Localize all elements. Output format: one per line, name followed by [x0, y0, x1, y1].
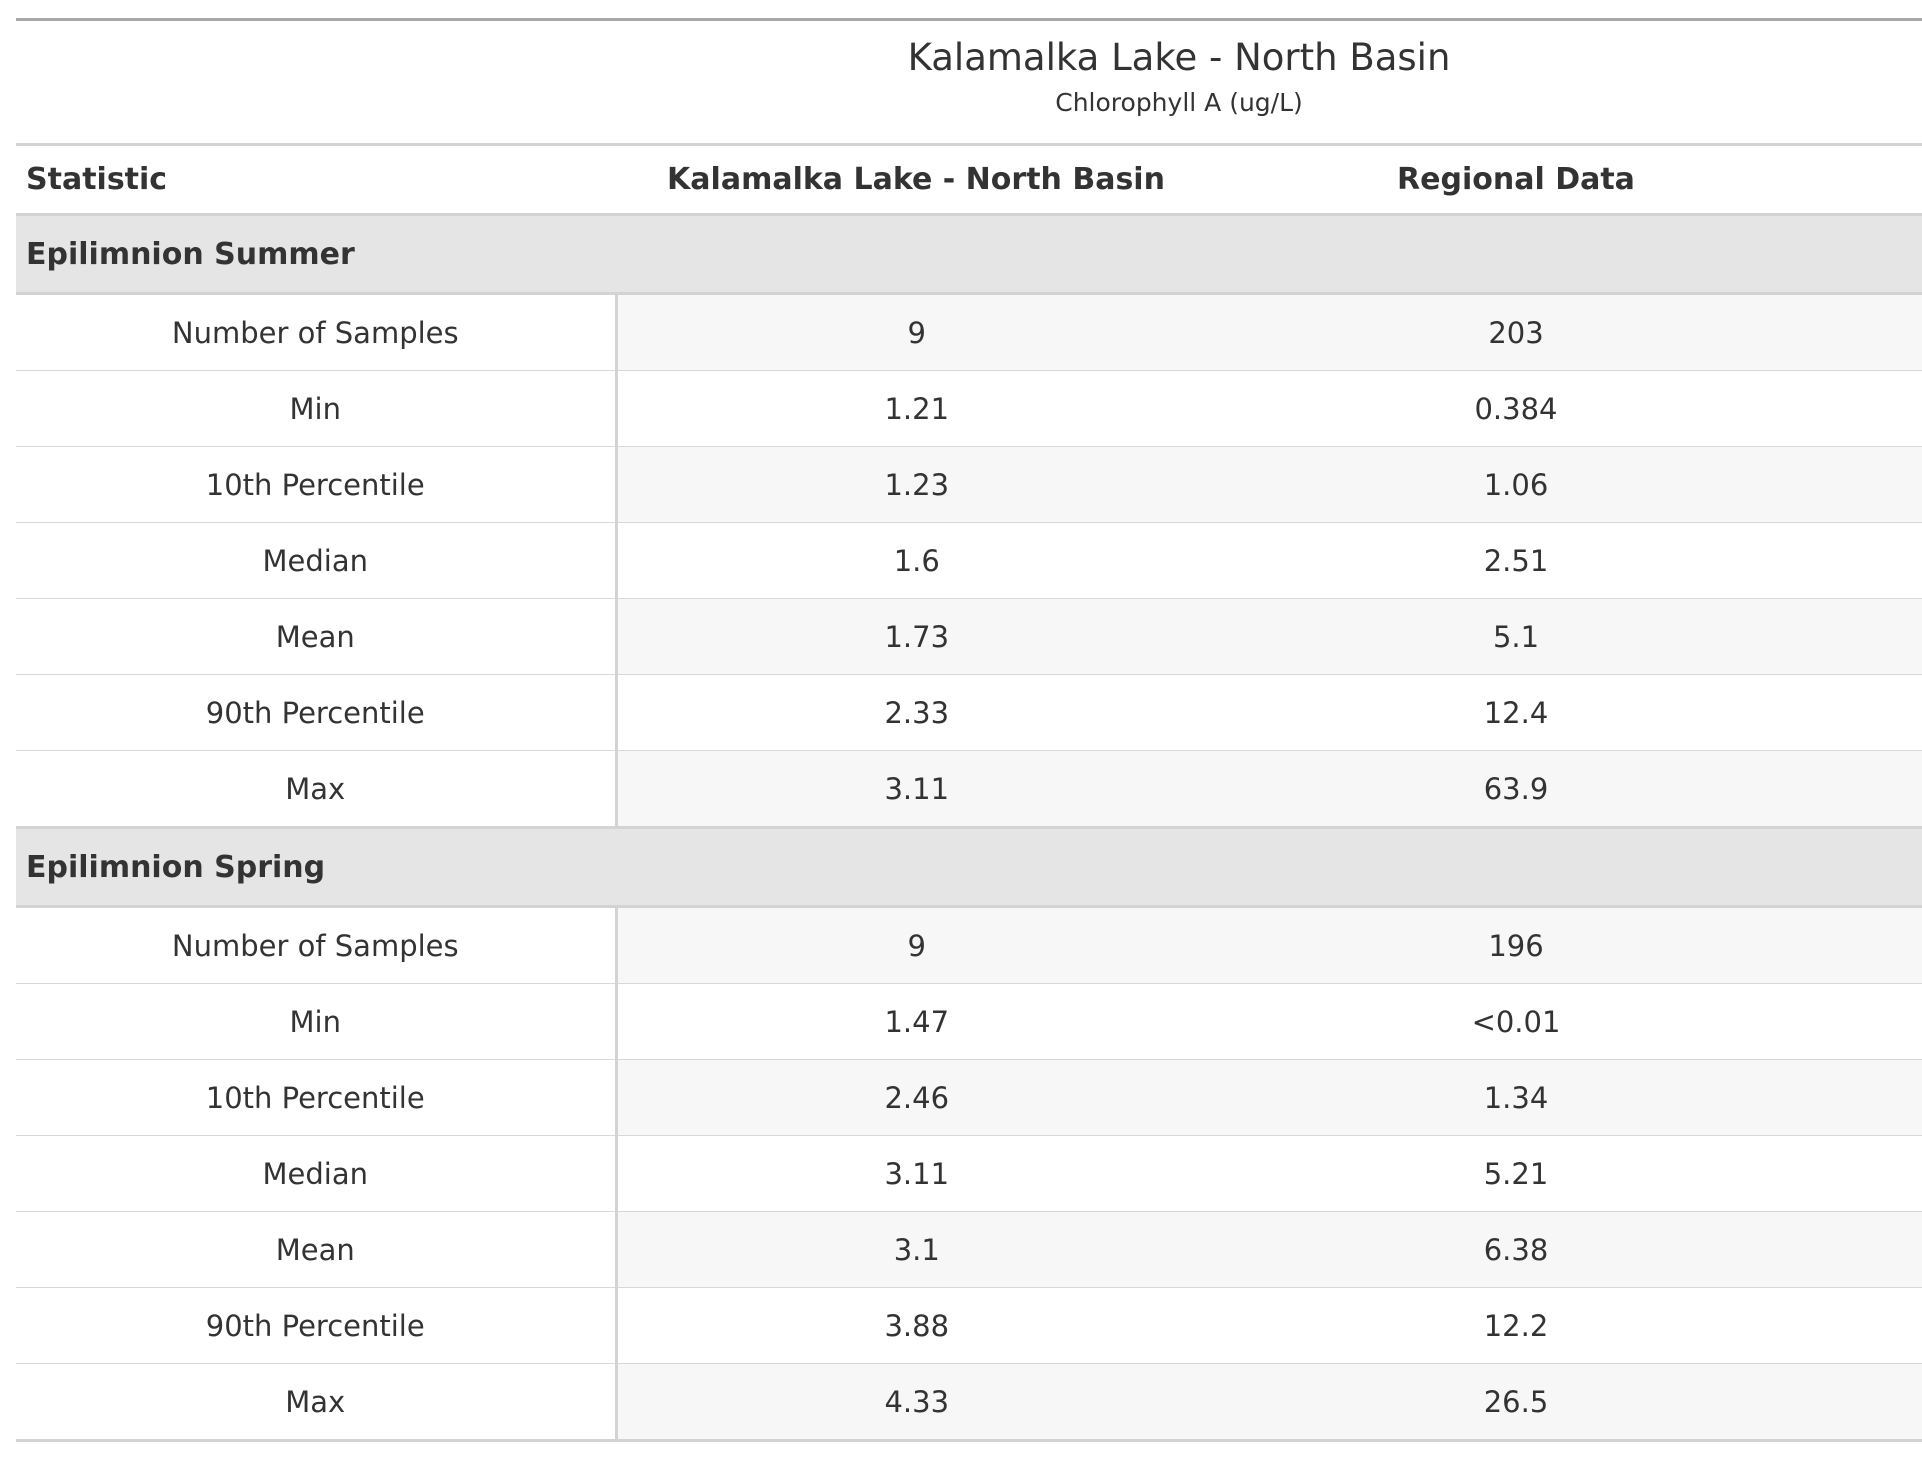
regional-value-cell: 63.9 — [1216, 750, 1816, 829]
table-row: Min 1.21 0.384 — [16, 370, 1922, 447]
table-row: Mean 3.1 6.38 — [16, 1211, 1922, 1288]
statistic-cell: Number of Samples — [16, 293, 618, 371]
lake-value-cell: 9 — [616, 293, 1216, 371]
statistics-table: Kalamalka Lake - North Basin Chlorophyll… — [16, 18, 1922, 1442]
regional-value-cell: 1.06 — [1216, 446, 1816, 523]
spacer-cell — [1816, 1135, 1922, 1212]
table-row: 10th Percentile 2.46 1.34 — [16, 1059, 1922, 1136]
statistic-cell: 90th Percentile — [16, 1287, 618, 1364]
column-header-lake: Kalamalka Lake - North Basin — [616, 144, 1216, 216]
statistic-cell: Median — [16, 522, 618, 599]
spacer-cell — [1816, 983, 1922, 1060]
statistic-cell: Min — [16, 370, 618, 447]
regional-value-cell: <0.01 — [1216, 983, 1816, 1060]
table-row: Max 3.11 63.9 — [16, 750, 1922, 829]
spacer-cell — [1816, 1059, 1922, 1136]
spacer-cell — [1816, 522, 1922, 599]
statistic-cell: 10th Percentile — [16, 446, 618, 523]
column-header-regional: Regional Data — [1216, 144, 1816, 216]
regional-value-cell: 2.51 — [1216, 522, 1816, 599]
regional-value-cell: 6.38 — [1216, 1211, 1816, 1288]
spacer-cell — [1816, 1363, 1922, 1442]
table-row: 90th Percentile 2.33 12.4 — [16, 674, 1922, 751]
regional-value-cell: 12.2 — [1216, 1287, 1816, 1364]
table-title: Kalamalka Lake - North Basin — [907, 36, 1451, 79]
table-row: Number of Samples 9 196 — [16, 906, 1922, 984]
title-row: Kalamalka Lake - North Basin — [16, 18, 1922, 81]
table-row: 10th Percentile 1.23 1.06 — [16, 446, 1922, 523]
lake-value-cell: 2.46 — [616, 1059, 1216, 1136]
spacer-cell — [1816, 598, 1922, 675]
lake-value-cell: 3.11 — [616, 750, 1216, 829]
table-subtitle: Chlorophyll A (ug/L) — [1055, 87, 1303, 117]
statistic-cell: Mean — [16, 598, 618, 675]
statistic-cell: Min — [16, 983, 618, 1060]
table-row: Mean 1.73 5.1 — [16, 598, 1922, 675]
spacer-cell — [1816, 674, 1922, 751]
spacer-cell — [1816, 1211, 1922, 1288]
group-label: Epilimnion Summer — [16, 214, 1922, 295]
table-subtitle-cell: Chlorophyll A (ug/L) — [16, 81, 1922, 146]
spacer-cell — [1816, 446, 1922, 523]
lake-value-cell: 2.33 — [616, 674, 1216, 751]
lake-value-cell: 9 — [616, 906, 1216, 984]
statistic-cell: Max — [16, 1363, 618, 1442]
statistic-cell: Number of Samples — [16, 906, 618, 984]
statistic-cell: 90th Percentile — [16, 674, 618, 751]
statistic-cell: Mean — [16, 1211, 618, 1288]
lake-value-cell: 1.21 — [616, 370, 1216, 447]
regional-value-cell: 5.1 — [1216, 598, 1816, 675]
lake-value-cell: 3.11 — [616, 1135, 1216, 1212]
regional-value-cell: 203 — [1216, 293, 1816, 371]
regional-value-cell: 196 — [1216, 906, 1816, 984]
statistic-cell: Median — [16, 1135, 618, 1212]
spacer-cell — [1816, 370, 1922, 447]
column-header-spacer — [1816, 144, 1922, 216]
group-row: Epilimnion Spring — [16, 827, 1922, 908]
statistic-cell: 10th Percentile — [16, 1059, 618, 1136]
statistic-cell: Max — [16, 750, 618, 829]
group-label: Epilimnion Spring — [16, 827, 1922, 908]
regional-value-cell: 1.34 — [1216, 1059, 1816, 1136]
regional-value-cell: 12.4 — [1216, 674, 1816, 751]
column-header-row: Statistic Kalamalka Lake - North Basin R… — [16, 144, 1922, 216]
spacer-cell — [1816, 906, 1922, 984]
table-body: Epilimnion Summer Number of Samples 9 203 Mi… — [16, 214, 1922, 1442]
spacer-cell — [1816, 1287, 1922, 1364]
table-row: Median 3.11 5.21 — [16, 1135, 1922, 1212]
column-header-statistic: Statistic — [16, 144, 616, 216]
lake-value-cell: 4.33 — [616, 1363, 1216, 1442]
spacer-cell — [1816, 293, 1922, 371]
table-head: Kalamalka Lake - North Basin Chlorophyll… — [16, 18, 1922, 216]
table-row: Max 4.33 26.5 — [16, 1363, 1922, 1442]
lake-value-cell: 1.47 — [616, 983, 1216, 1060]
regional-value-cell: 26.5 — [1216, 1363, 1816, 1442]
lake-value-cell: 3.88 — [616, 1287, 1216, 1364]
lake-value-cell: 1.73 — [616, 598, 1216, 675]
lake-value-cell: 1.6 — [616, 522, 1216, 599]
table-row: 90th Percentile 3.88 12.2 — [16, 1287, 1922, 1364]
lake-value-cell: 1.23 — [616, 446, 1216, 523]
lake-value-cell: 3.1 — [616, 1211, 1216, 1288]
regional-value-cell: 5.21 — [1216, 1135, 1816, 1212]
regional-value-cell: 0.384 — [1216, 370, 1816, 447]
table-row: Median 1.6 2.51 — [16, 522, 1922, 599]
table-row: Number of Samples 9 203 — [16, 293, 1922, 371]
table-title-cell: Kalamalka Lake - North Basin — [16, 18, 1922, 81]
subtitle-row: Chlorophyll A (ug/L) — [16, 81, 1922, 146]
spacer-cell — [1816, 750, 1922, 829]
group-row: Epilimnion Summer — [16, 214, 1922, 295]
table-row: Min 1.47 <0.01 — [16, 983, 1922, 1060]
